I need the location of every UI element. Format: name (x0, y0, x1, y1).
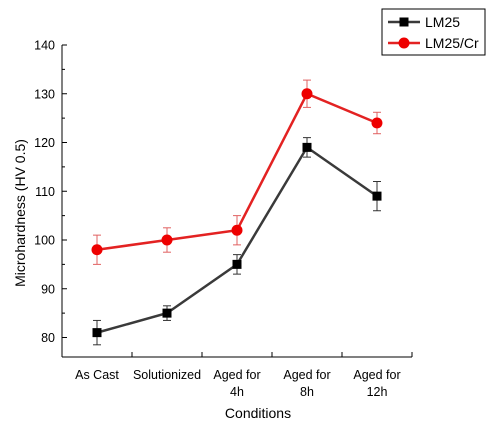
data-point (301, 88, 313, 100)
y-tick-label: 100 (34, 234, 55, 248)
legend-marker (398, 37, 410, 49)
y-tick-label: 90 (41, 282, 55, 296)
x-tick-label: Aged for 8h (283, 368, 330, 399)
legend-box (381, 8, 486, 56)
y-tick-label: 130 (34, 87, 55, 101)
legend-label: LM25/Cr (425, 35, 479, 51)
data-point (92, 328, 102, 338)
y-axis: 80 90 100 110 120 130 140 (34, 39, 67, 345)
data-point (302, 142, 312, 152)
legend-item: LM25/Cr (388, 35, 479, 51)
series-lm25-cr (91, 79, 383, 265)
x-tick-label: Aged for 12h (353, 368, 400, 399)
data-point (91, 244, 103, 256)
data-point (231, 224, 243, 236)
y-tick-label: 120 (34, 136, 55, 150)
legend-marker (399, 17, 409, 27)
data-point (372, 191, 382, 201)
x-tick-label: As Cast (75, 368, 119, 382)
y-tick-label: 140 (34, 39, 55, 53)
y-tick-label: 110 (35, 185, 55, 199)
series-lm25 (92, 137, 382, 346)
data-point (161, 234, 173, 246)
x-tick-label: Solutionized (133, 368, 201, 382)
y-tick-label: 80 (41, 331, 55, 345)
plot-frame (61, 45, 412, 358)
data-point (371, 117, 383, 129)
legend: LM25 LM25/Cr (381, 8, 486, 56)
y-axis-title: Microhardness (HV 0.5) (12, 139, 28, 287)
x-axis-title: Conditions (225, 405, 291, 421)
x-tick-label: Aged for 4h (213, 368, 260, 399)
legend-label: LM25 (425, 14, 460, 30)
x-axis: As Cast Solutionized Aged for 4h Aged for 8h A… (61, 352, 413, 399)
data-point (162, 308, 172, 318)
legend-item: LM25 (388, 14, 460, 30)
series-layer (91, 79, 383, 346)
data-point (232, 259, 242, 269)
